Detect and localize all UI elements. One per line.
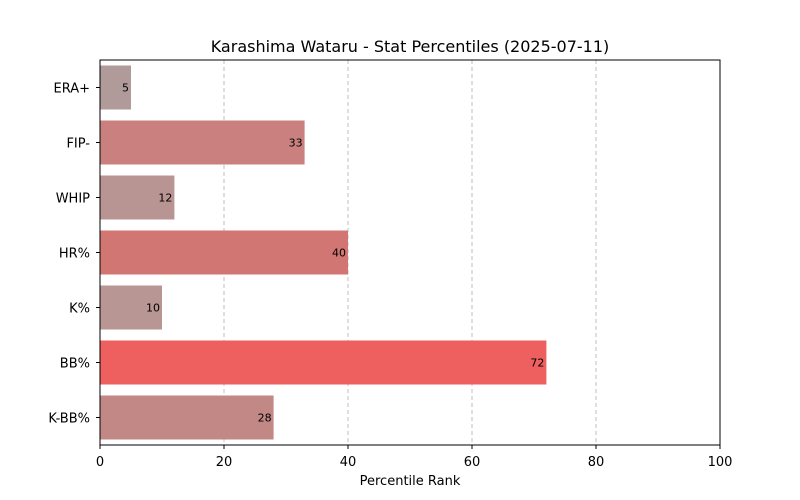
bar-value-label: 40 bbox=[332, 247, 346, 260]
bar bbox=[100, 65, 131, 110]
y-tick-label: BB% bbox=[60, 357, 90, 372]
bar-value-label: 72 bbox=[530, 357, 544, 370]
bar bbox=[100, 175, 175, 220]
x-tick-label: 100 bbox=[708, 455, 733, 470]
bar bbox=[100, 395, 274, 440]
bar bbox=[100, 120, 305, 165]
x-axis-ticks: 0 20 40 60 80 100 bbox=[96, 445, 733, 470]
x-axis-label: Percentile Rank bbox=[360, 474, 461, 489]
x-tick-label: 20 bbox=[216, 455, 233, 470]
bars: 5 33 12 40 10 72 28 bbox=[100, 65, 547, 440]
chart-title: Karashima Wataru - Stat Percentiles (202… bbox=[211, 37, 610, 56]
y-tick-label: K-BB% bbox=[48, 412, 90, 427]
y-tick-label: FIP- bbox=[66, 137, 90, 152]
y-tick-label: WHIP bbox=[56, 192, 90, 207]
y-tick-label: K% bbox=[69, 302, 90, 317]
y-axis-ticks: ERA+ FIP- WHIP HR% K% BB% K-BB% bbox=[48, 82, 100, 427]
y-tick-label: ERA+ bbox=[53, 82, 90, 97]
bar-value-label: 28 bbox=[258, 412, 272, 425]
x-tick-label: 40 bbox=[340, 455, 357, 470]
bar bbox=[100, 285, 162, 330]
bar-value-label: 5 bbox=[122, 82, 129, 95]
x-tick-label: 0 bbox=[96, 455, 104, 470]
x-tick-label: 60 bbox=[464, 455, 481, 470]
bar-value-label: 10 bbox=[146, 302, 160, 315]
y-tick-label: HR% bbox=[59, 247, 90, 262]
x-tick-label: 80 bbox=[588, 455, 605, 470]
bar-value-label: 12 bbox=[158, 192, 172, 205]
bar bbox=[100, 230, 348, 275]
bar bbox=[100, 340, 547, 385]
bar-value-label: 33 bbox=[289, 137, 303, 150]
